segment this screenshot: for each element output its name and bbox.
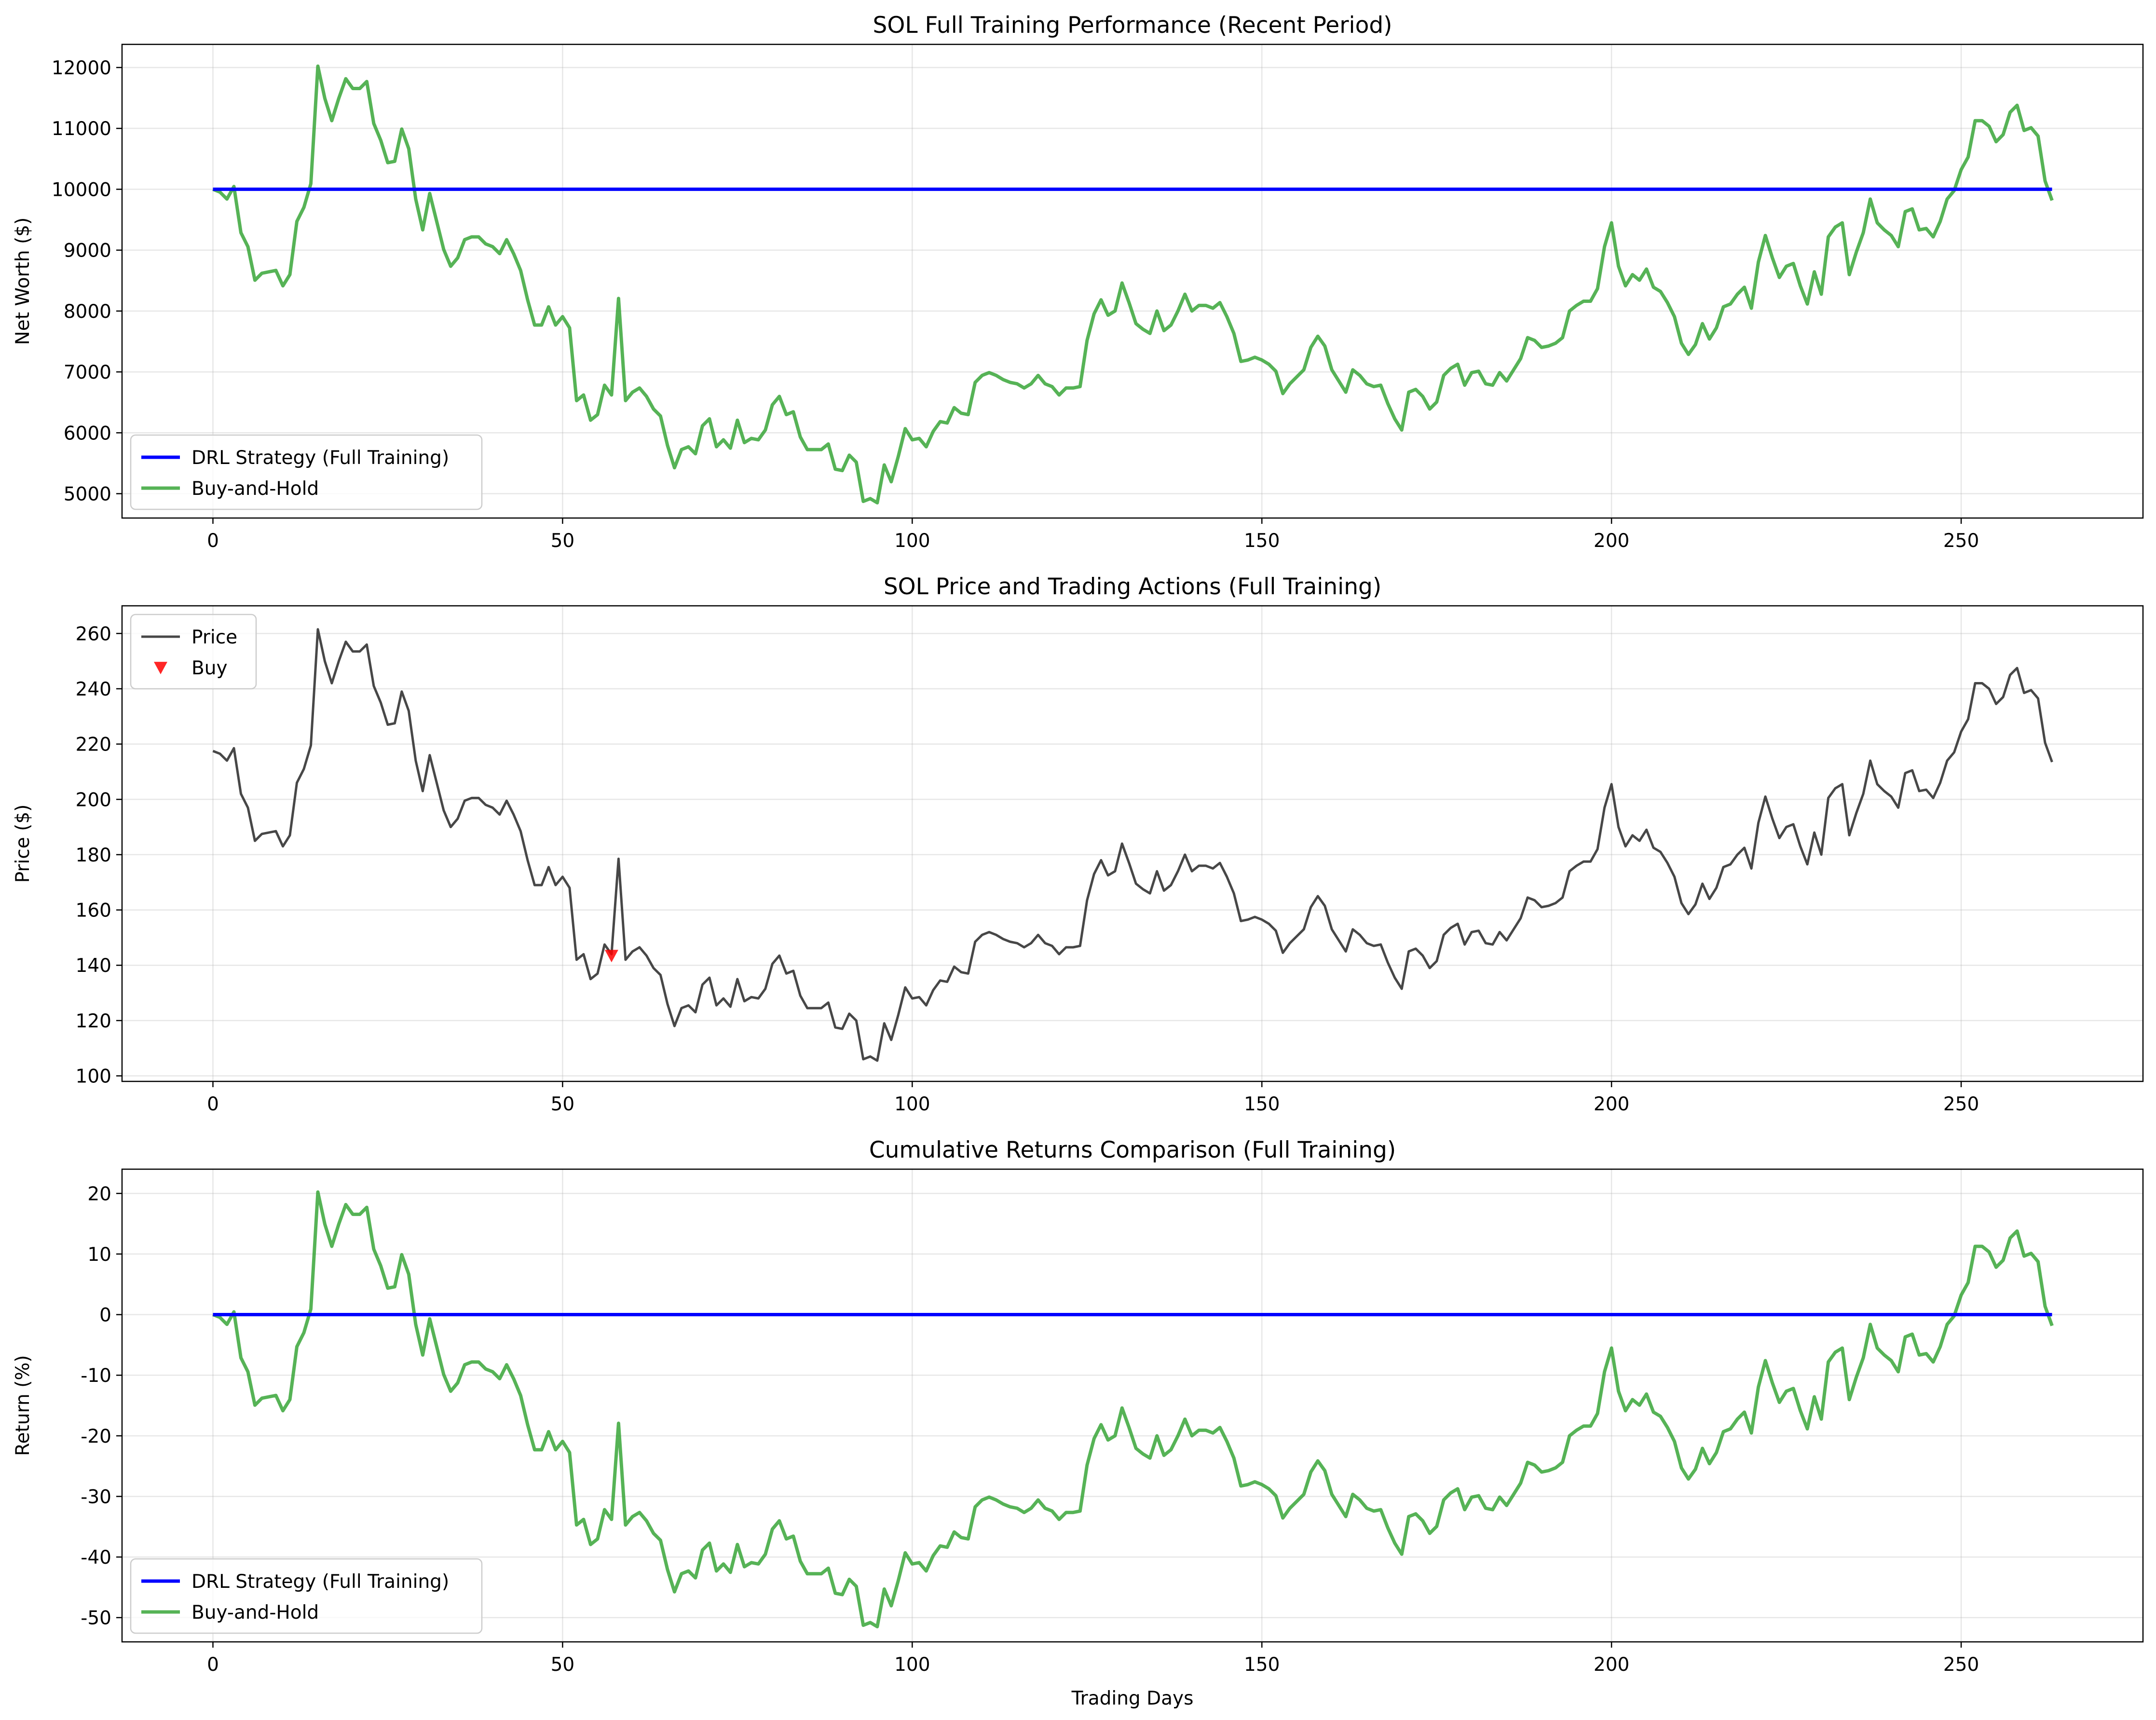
y-tick-label: -10 [81, 1365, 111, 1387]
net-worth-ylabel: Net Worth ($) [12, 218, 34, 345]
legend-item-buy: Buy [154, 657, 228, 679]
net-worth-axes: SOL Full Training Performance (Recent Pe… [12, 12, 2144, 552]
legend-box [130, 434, 483, 510]
net-worth-legend: DRL Strategy (Full Training) Buy-and-Hol… [130, 434, 483, 510]
x-tick-label: 0 [207, 530, 219, 552]
y-tick-label: 220 [76, 734, 111, 756]
legend-item-drl-strategy: DRL Strategy (Full Training) [141, 1571, 449, 1593]
y-tick-label: 240 [76, 679, 111, 700]
legend-item-price: Price [141, 627, 237, 648]
y-tick-label: -30 [81, 1486, 111, 1508]
x-tick-label: 50 [551, 530, 575, 552]
y-tick-label: 11000 [52, 118, 111, 140]
returns-title: Cumulative Returns Comparison (Full Trai… [869, 1137, 1396, 1163]
net-worth-frame [121, 43, 2144, 519]
x-tick-label: 100 [894, 530, 930, 552]
legend-label-buy-and-hold: Buy-and-Hold [191, 478, 319, 500]
legend-box [130, 1558, 483, 1634]
x-tick-label: 200 [1594, 530, 1629, 552]
price-legend: Price Buy [130, 614, 257, 690]
y-tick-label: 180 [76, 845, 111, 866]
y-tick-label: 6000 [64, 423, 111, 444]
y-tick-label: 9000 [64, 240, 111, 262]
y-tick-label: 260 [76, 623, 111, 645]
legend-item-buy-and-hold: Buy-and-Hold [141, 1602, 319, 1624]
price-title: SOL Price and Trading Actions (Full Trai… [884, 573, 1381, 600]
y-tick-label: 140 [76, 955, 111, 977]
x-tick-label: 100 [894, 1654, 930, 1676]
x-tick-label: 0 [207, 1093, 219, 1115]
legend-label-buy-and-hold: Buy-and-Hold [191, 1602, 319, 1624]
net-worth-title: SOL Full Training Performance (Recent Pe… [873, 12, 1392, 39]
y-tick-label: 10000 [52, 179, 111, 201]
legend-label-drl-strategy: DRL Strategy (Full Training) [191, 1571, 449, 1593]
y-tick-label: 120 [76, 1010, 111, 1032]
x-tick-label: 250 [1943, 530, 1979, 552]
y-tick-label: -40 [81, 1547, 111, 1569]
price-line [212, 628, 2053, 1062]
x-tick-label: 50 [551, 1654, 575, 1676]
returns-ylabel: Return (%) [12, 1355, 34, 1456]
x-tick-label: 0 [207, 1654, 219, 1676]
x-tick-label: 250 [1943, 1093, 1979, 1115]
y-tick-label: 160 [76, 900, 111, 922]
y-tick-label: 100 [76, 1066, 111, 1088]
y-tick-label: 5000 [64, 484, 111, 505]
y-tick-label: 0 [99, 1305, 111, 1326]
returns-legend: DRL Strategy (Full Training) Buy-and-Hol… [130, 1558, 483, 1634]
y-tick-label: 7000 [64, 362, 111, 383]
legend-label-price: Price [191, 627, 237, 648]
x-tick-label: 150 [1244, 530, 1280, 552]
x-tick-label: 150 [1244, 1093, 1280, 1115]
y-tick-label: 20 [87, 1183, 111, 1205]
y-tick-label: -50 [81, 1608, 111, 1629]
price-axes: SOL Price and Trading Actions (Full Trai… [12, 573, 2144, 1115]
buy-marker [604, 950, 618, 963]
legend-label-buy: Buy [191, 657, 228, 679]
x-tick-label: 100 [894, 1093, 930, 1115]
x-tick-label: 200 [1594, 1093, 1629, 1115]
y-tick-label: -20 [81, 1426, 111, 1447]
price-frame [121, 605, 2144, 1082]
y-tick-label: 200 [76, 789, 111, 811]
x-tick-label: 200 [1594, 1654, 1629, 1676]
returns-xlabel: Trading Days [1071, 1688, 1194, 1709]
y-tick-label: 8000 [64, 301, 111, 323]
legend-item-buy-and-hold: Buy-and-Hold [141, 478, 319, 500]
legend-label-drl-strategy: DRL Strategy (Full Training) [191, 447, 449, 469]
returns-frame [121, 1168, 2144, 1643]
y-tick-label: 12000 [52, 57, 111, 79]
y-tick-label: 10 [87, 1244, 111, 1266]
networth-line [212, 64, 2054, 505]
legend-item-drl-strategy: DRL Strategy (Full Training) [141, 447, 449, 469]
x-tick-label: 250 [1943, 1654, 1979, 1676]
returns-axes: Cumulative Returns Comparison (Full Trai… [12, 1137, 2144, 1709]
x-tick-label: 150 [1244, 1654, 1280, 1676]
returns-line [212, 1190, 2054, 1628]
legend-swatch-buy-marker [154, 662, 167, 674]
price-ylabel: Price ($) [12, 805, 34, 883]
x-tick-label: 50 [551, 1093, 575, 1115]
